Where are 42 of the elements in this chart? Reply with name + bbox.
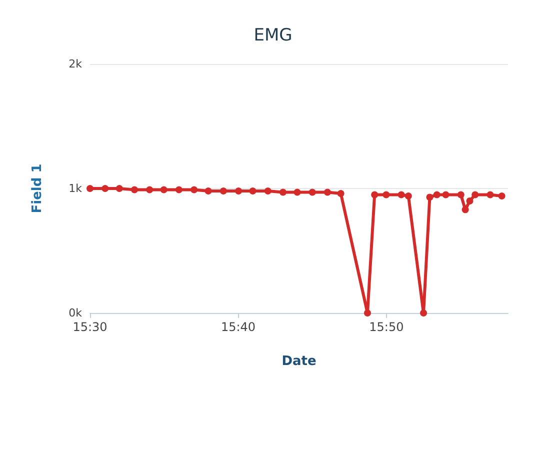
x-tick-label: 15:40 [220, 320, 256, 334]
point [420, 310, 428, 316]
point [398, 191, 405, 198]
point [382, 191, 390, 198]
y-tick-label: 1k [68, 182, 83, 195]
y-tick-label: 2k [68, 58, 83, 70]
point [433, 191, 440, 198]
point [308, 188, 316, 196]
x-tick-label: 15:50 [369, 320, 404, 334]
point [146, 186, 154, 194]
point [466, 197, 474, 204]
point [160, 186, 168, 194]
point [235, 187, 242, 194]
x-tick-label: 15:30 [72, 320, 108, 334]
chart-title: EMG [254, 26, 292, 46]
point [404, 192, 412, 200]
point [280, 188, 286, 196]
point [457, 191, 464, 198]
point [364, 310, 371, 316]
point [190, 186, 198, 194]
point [249, 187, 256, 194]
x-axis-title: Date [282, 354, 316, 369]
y-axis-title: Field 1 [30, 164, 45, 214]
point [294, 188, 301, 196]
point [116, 185, 123, 192]
point [102, 185, 109, 192]
point [337, 190, 344, 197]
point [204, 187, 212, 194]
point [220, 187, 227, 194]
point [264, 187, 272, 194]
point [86, 185, 94, 192]
point [486, 191, 494, 198]
y-tick-label: 0k [68, 306, 83, 320]
point [462, 206, 469, 214]
point [442, 191, 450, 198]
point [371, 191, 378, 198]
point [324, 188, 331, 196]
point [130, 186, 138, 194]
point [472, 191, 479, 198]
point [498, 192, 506, 200]
point [426, 194, 434, 201]
point [175, 186, 182, 194]
